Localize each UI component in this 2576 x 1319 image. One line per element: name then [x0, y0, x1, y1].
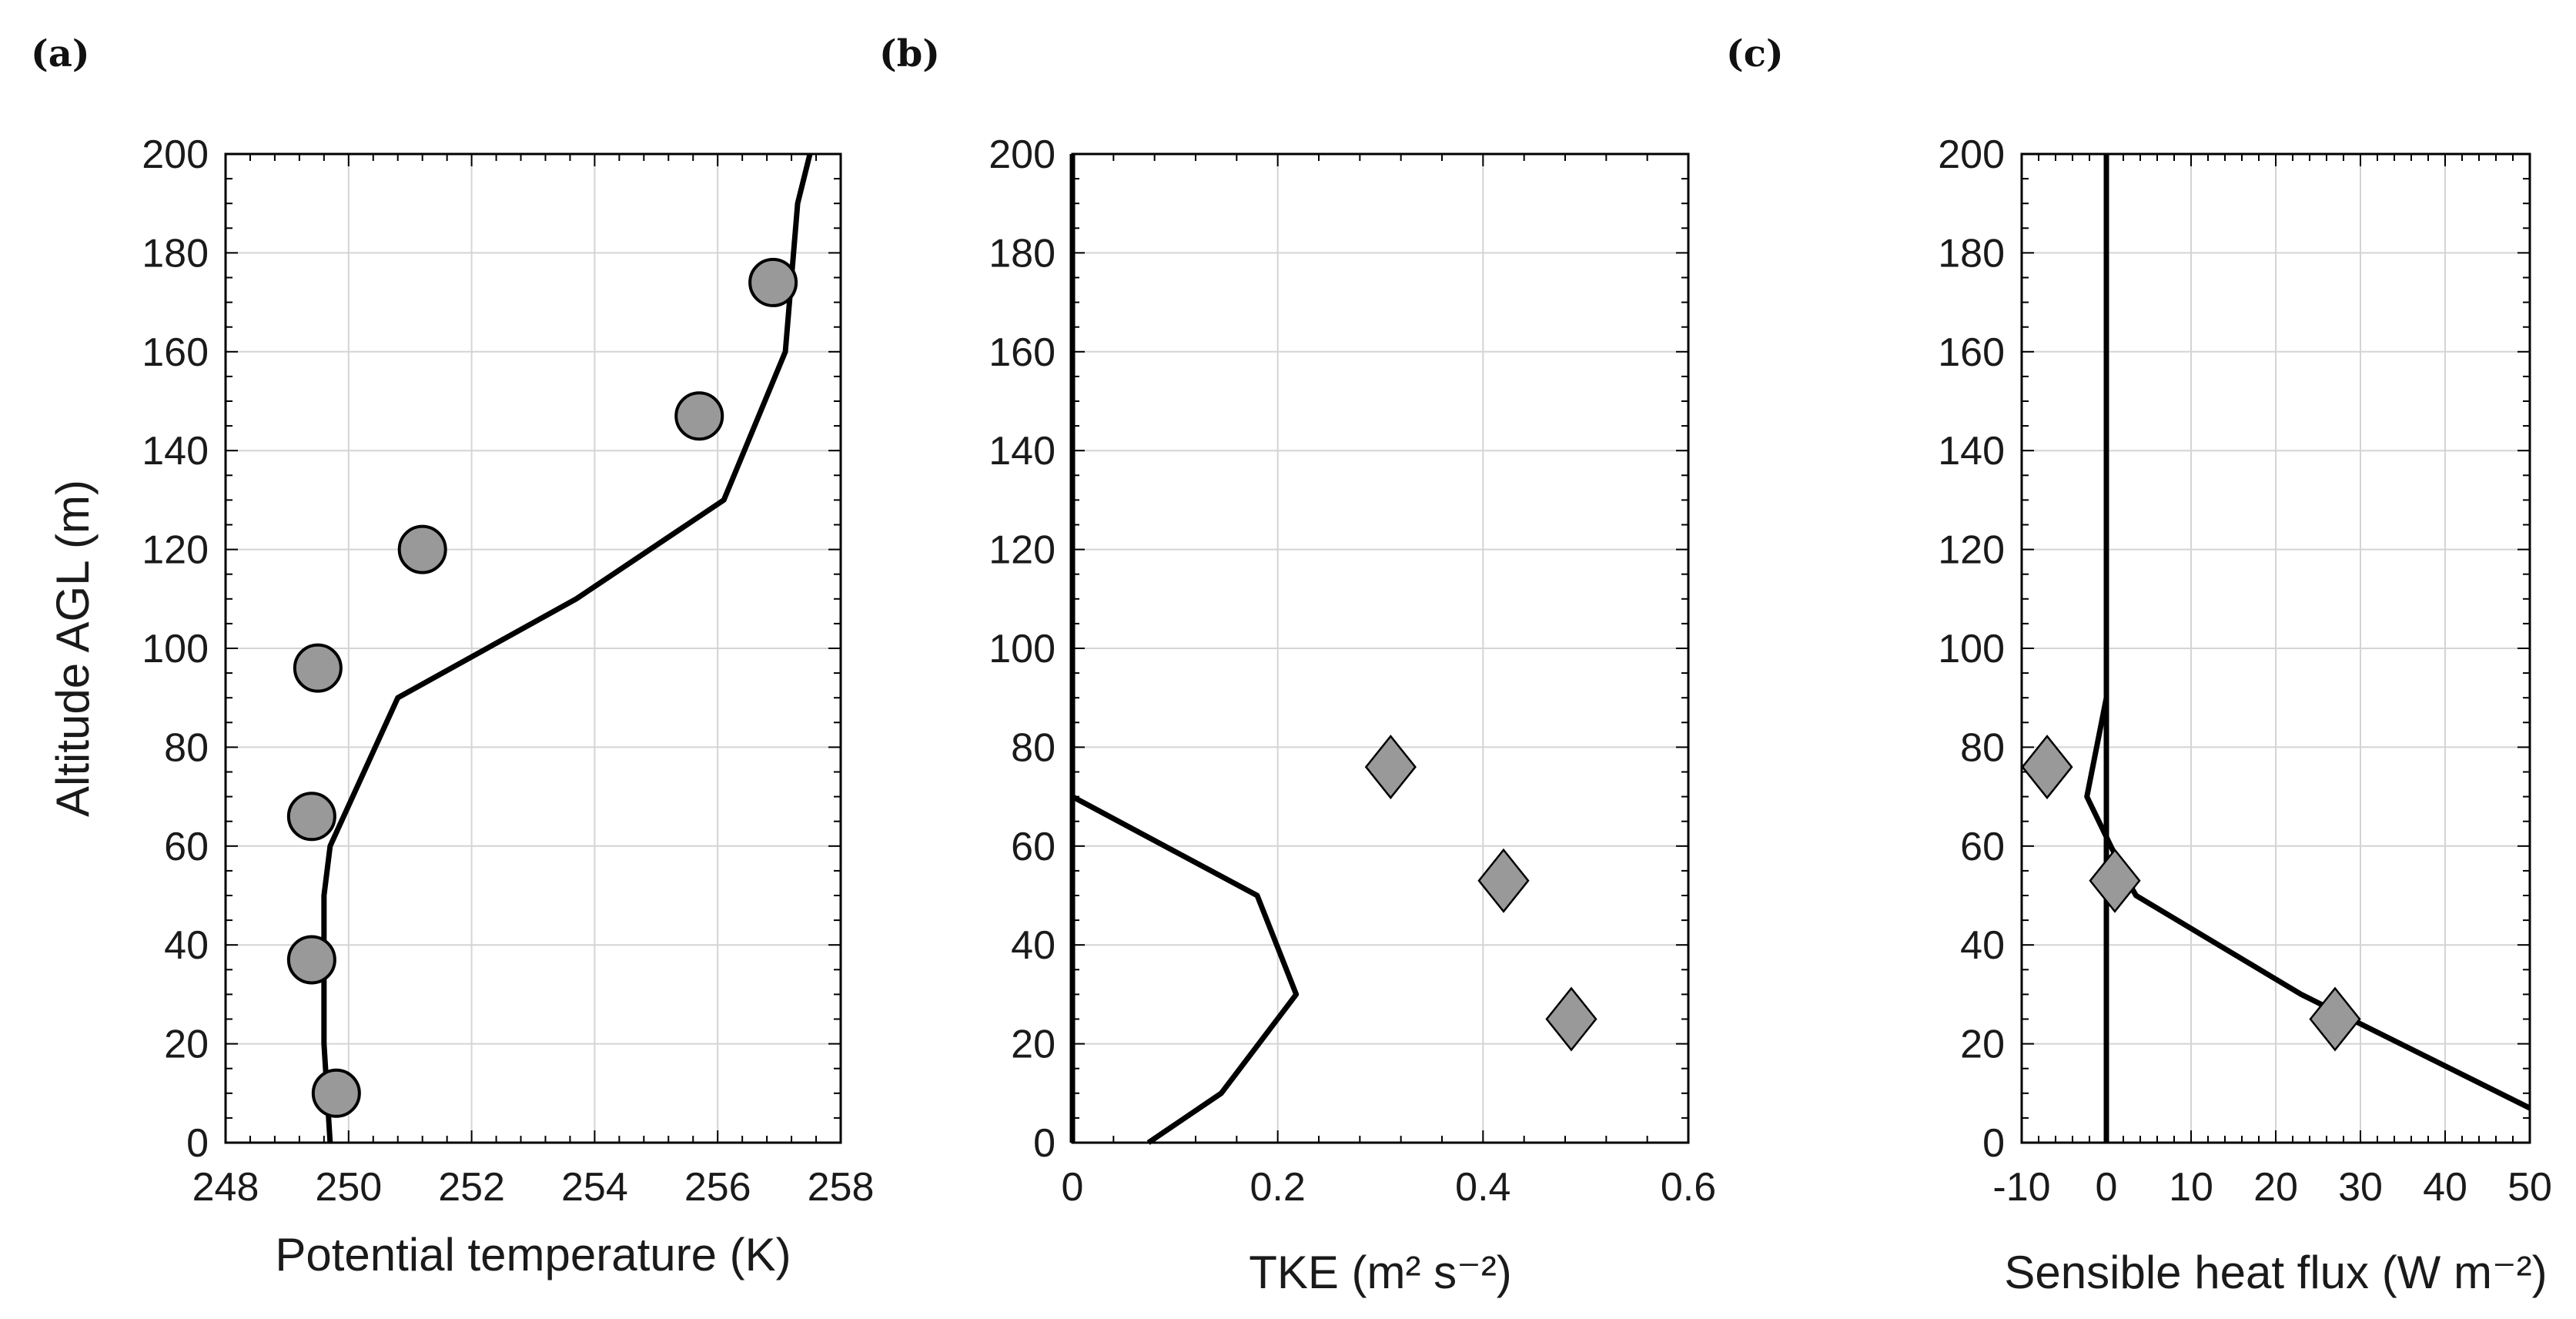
x-tick-label: 258 — [808, 1165, 875, 1210]
y-tick-label: 120 — [989, 528, 1055, 573]
y-tick-label: 80 — [164, 725, 209, 770]
y-tick-label: 60 — [164, 825, 209, 869]
y-tick-label: 20 — [1960, 1023, 2005, 1067]
series-line — [1071, 794, 1300, 1145]
y-tick-label: 0 — [1033, 1121, 1055, 1166]
series-line — [2084, 154, 2531, 1111]
y-tick-label: 40 — [164, 923, 209, 968]
y-tick-label: 180 — [142, 231, 209, 276]
y-tick-label: 100 — [142, 627, 209, 671]
y-tick-label: 40 — [1011, 923, 1055, 968]
x-tick-label: 0 — [1062, 1165, 1084, 1210]
y-tick-label: 140 — [989, 429, 1055, 474]
x-tick-label: 250 — [315, 1165, 382, 1210]
panel-label: (b) — [879, 32, 940, 75]
data-point-circle — [748, 257, 798, 307]
y-tick-label: 0 — [1982, 1121, 2005, 1166]
y-tick-label: 160 — [142, 330, 209, 375]
x-tick-label: 0.4 — [1455, 1165, 1510, 1210]
y-tick-label: 160 — [1938, 330, 2005, 375]
x-tick-label: 0 — [2096, 1165, 2118, 1210]
data-point-diamond — [2021, 735, 2073, 800]
y-tick-label: 160 — [989, 330, 1055, 375]
y-tick-label: 200 — [142, 132, 209, 177]
y-tick-label: 20 — [1011, 1023, 1055, 1067]
y-tick-label: 100 — [989, 627, 1055, 671]
x-tick-label: 256 — [684, 1165, 751, 1210]
x-tick-label: 0.2 — [1250, 1165, 1306, 1210]
y-tick-label: 140 — [142, 429, 209, 474]
y-tick-label: 60 — [1960, 825, 2005, 869]
x-tick-label: 252 — [438, 1165, 505, 1210]
data-point-diamond — [1477, 848, 1530, 913]
data-point-circle — [286, 935, 336, 985]
x-tick-label: 30 — [2338, 1165, 2383, 1210]
data-point-circle — [397, 524, 447, 574]
grid — [1072, 153, 1689, 1143]
x-tick-label: 10 — [2169, 1165, 2213, 1210]
y-tick-label: 200 — [1938, 132, 2005, 177]
x-axis-label: TKE (m² s⁻²) — [1249, 1247, 1512, 1298]
x-tick-label: -10 — [1992, 1165, 2050, 1210]
y-tick-label: 120 — [142, 528, 209, 573]
x-tick-label: 248 — [192, 1165, 259, 1210]
x-tick-label: 50 — [2507, 1165, 2552, 1210]
panel-b: (b) 0 20 40 60 80 100 120 140 160 180 200 0 0.2 0.4 0.6… — [879, 32, 1716, 1298]
y-tick-label: 40 — [1960, 923, 2005, 968]
y-tick-label: 100 — [1938, 627, 2005, 671]
ticks — [225, 153, 841, 1143]
data-point-circle — [286, 792, 336, 842]
x-tick-label: 20 — [2253, 1165, 2298, 1210]
x-tick-label: 0.6 — [1661, 1165, 1716, 1210]
y-tick-label: 180 — [1938, 231, 2005, 276]
data-point-diamond — [1545, 986, 1597, 1052]
y-tick-label: 200 — [989, 132, 1055, 177]
data-point-circle — [293, 643, 343, 693]
y-tick-label: 180 — [989, 231, 1055, 276]
data-point-circle — [674, 391, 724, 441]
data-point-circle — [311, 1068, 361, 1118]
grid — [2021, 153, 2531, 1143]
y-tick-label: 0 — [186, 1121, 209, 1166]
x-tick-label: 40 — [2423, 1165, 2467, 1210]
panel-a: (a) 0 20 40 60 80 100 120 140 160 180 200 248 250 252 2… — [31, 32, 874, 1281]
y-tick-label: 140 — [1938, 429, 2005, 474]
y-axis-label: Altitude AGL (m) — [47, 480, 99, 817]
y-tick-label: 80 — [1960, 725, 2005, 770]
x-tick-label: 254 — [561, 1165, 628, 1210]
y-tick-label: 60 — [1011, 825, 1055, 869]
data-point-diamond — [2309, 986, 2361, 1052]
ticks — [2021, 153, 2531, 1143]
x-axis-label: Sensible heat flux (W m⁻²) — [2004, 1247, 2547, 1298]
panel-label: (a) — [31, 32, 90, 75]
y-tick-label: 20 — [164, 1023, 209, 1067]
data-point-diamond — [2089, 848, 2141, 913]
data-point-diamond — [1364, 735, 1417, 800]
panel-label: (c) — [1726, 32, 1784, 75]
y-tick-label: 120 — [1938, 528, 2005, 573]
x-axis-label: Potential temperature (K) — [275, 1229, 791, 1281]
y-tick-label: 80 — [1011, 725, 1055, 770]
